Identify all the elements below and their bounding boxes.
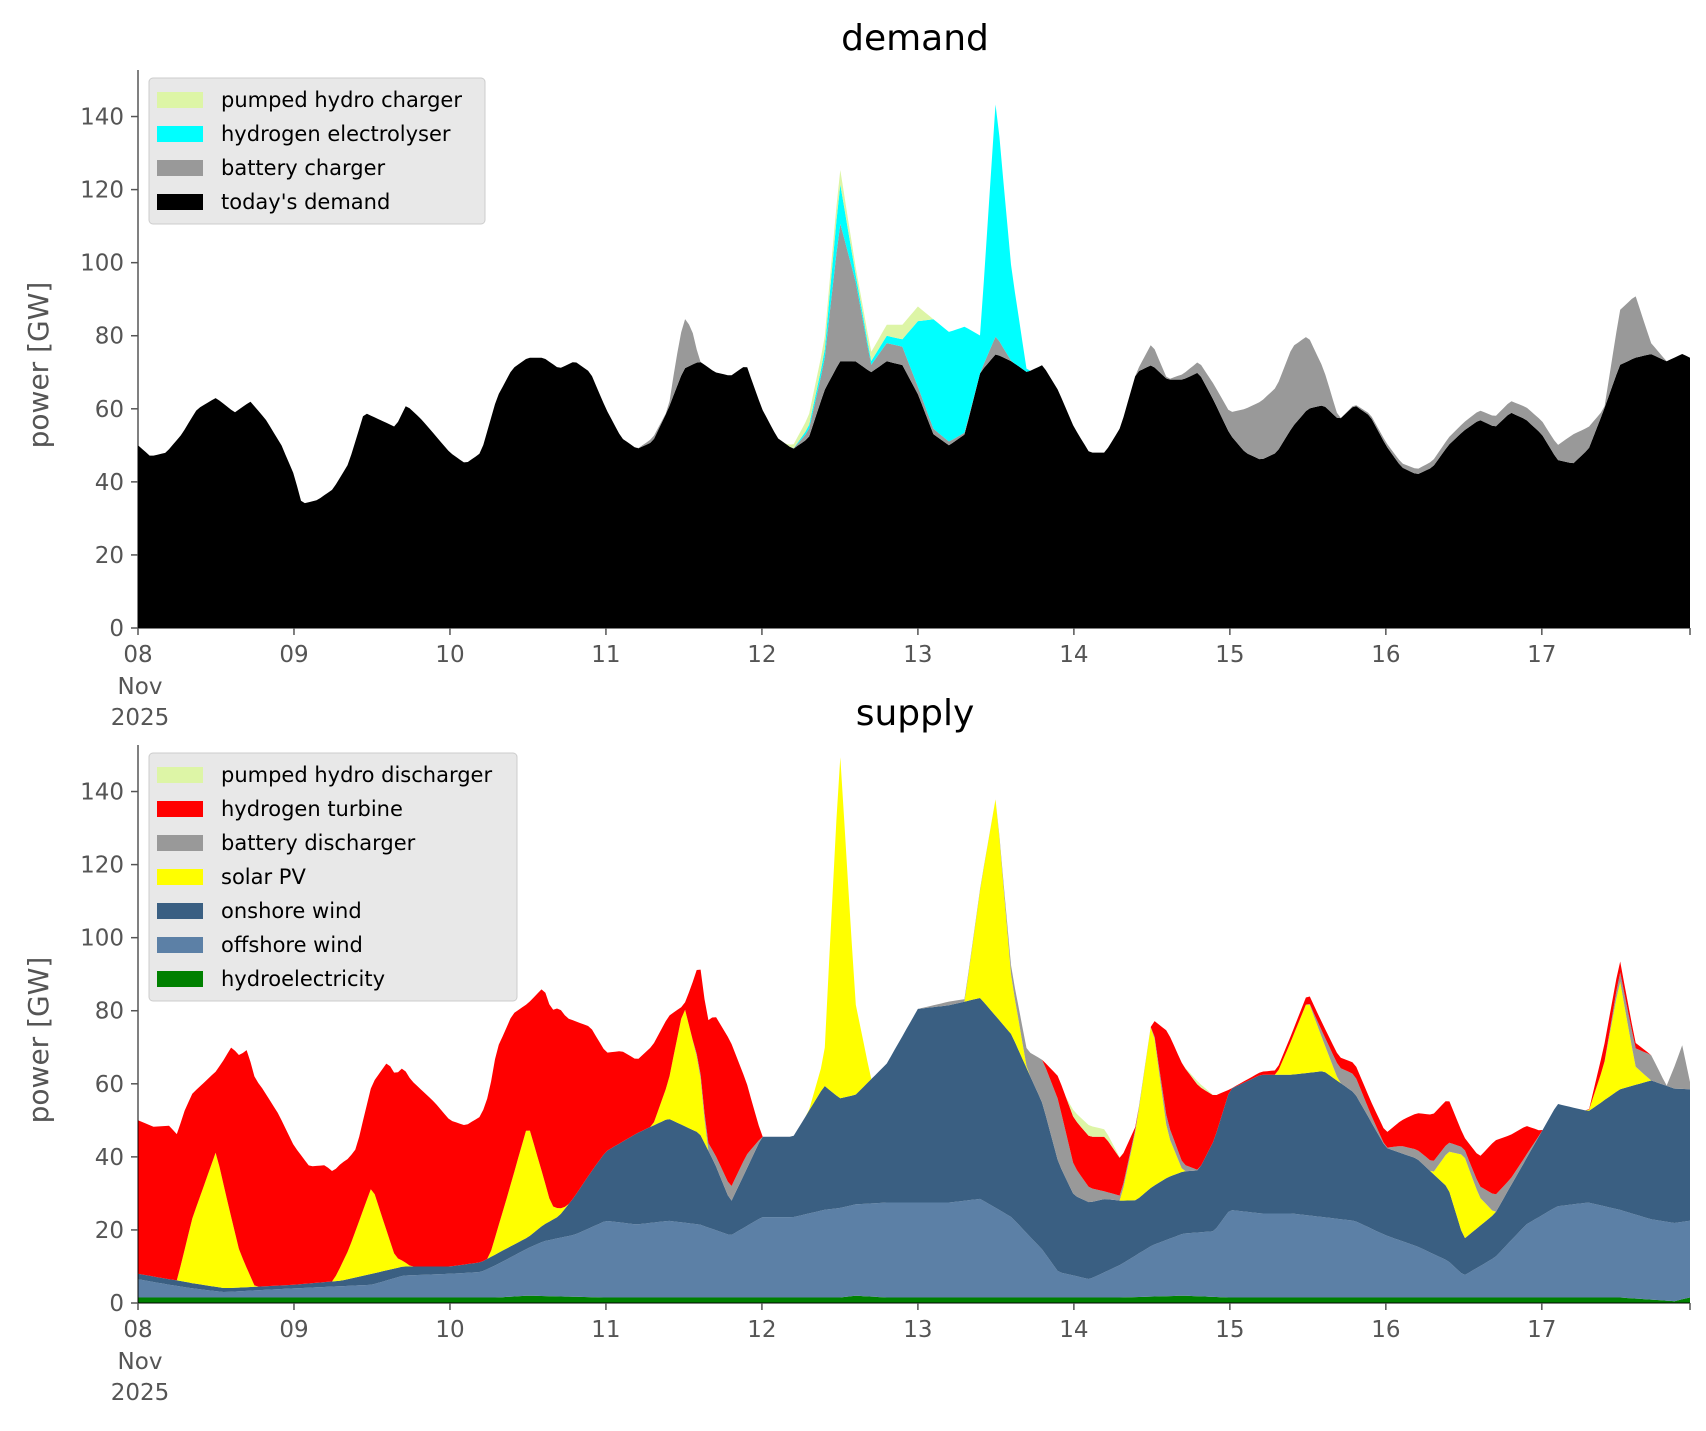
- legend-swatch-hydrogen-electrolyser: [157, 126, 203, 142]
- legend-label-battery-charger: battery charger: [221, 156, 386, 180]
- y-tick-label: 100: [80, 926, 124, 952]
- x-tick-label: 11: [591, 1317, 620, 1343]
- y-tick-label: 140: [80, 105, 124, 131]
- demand-chart-title: demand: [841, 18, 989, 59]
- y-tick-label: 80: [95, 324, 124, 350]
- area-hydrogen-turbine: [138, 757, 1690, 1287]
- x-tick-label: 14: [1059, 642, 1088, 668]
- legend-label-offshore-wind: offshore wind: [221, 933, 363, 957]
- x-tick-label: 08: [123, 1317, 152, 1343]
- area-offshore-wind: [138, 1198, 1690, 1302]
- x-tick-label: 17: [1527, 642, 1556, 668]
- y-tick-label: 20: [95, 1218, 124, 1244]
- y-tick-label: 120: [80, 853, 124, 879]
- x-tick-label: 09: [279, 642, 308, 668]
- demand-y-axis-label: power [GW]: [22, 282, 55, 449]
- demand-areas: [138, 104, 1690, 628]
- legend-label-onshore-wind: onshore wind: [221, 899, 362, 923]
- x-tick-label: 11: [591, 642, 620, 668]
- legend-label-solar-pv: solar PV: [221, 865, 306, 889]
- supply-chart-title: supply: [856, 693, 975, 734]
- legend-swatch-hydrogen-turbine: [157, 801, 203, 817]
- x-tick-label: 13: [903, 1317, 932, 1343]
- supply-legend: pumped hydro discharger hydrogen turbine b…: [148, 752, 518, 1002]
- legend-box: [148, 77, 486, 225]
- x-tick-label: 14: [1059, 1317, 1088, 1343]
- legend-label-battery-discharger: battery discharger: [221, 831, 416, 855]
- area-today-s-demand: [138, 354, 1690, 628]
- x-tick-label: 09: [279, 1317, 308, 1343]
- y-tick-label: 100: [80, 251, 124, 277]
- area-onshore-wind: [138, 998, 1690, 1292]
- x-tick-sublabel-year: 2025: [111, 705, 170, 731]
- legend-label-hydrogen-electrolyser: hydrogen electrolyser: [221, 122, 451, 146]
- legend-swatch-pumped-hydro-discharger: [157, 767, 203, 783]
- y-tick-label: 20: [95, 543, 124, 569]
- x-tick-label: 16: [1371, 1317, 1400, 1343]
- supply-chart: supply power [GW] 0 20 40 60 80 100 120 140 08 No…: [22, 693, 1691, 1406]
- legend-swatch-pumped-hydro-charger: [157, 92, 203, 108]
- y-tick-label: 60: [95, 397, 124, 423]
- demand-axes: 0 20 40 60 80 100 120 140 08 Nov 2025 09 10 11 12 13 14 1…: [80, 70, 1691, 731]
- x-tick-label: 12: [747, 642, 776, 668]
- legend-box: [148, 752, 518, 1002]
- y-tick-label: 60: [95, 1072, 124, 1098]
- y-tick-label: 0: [109, 616, 124, 642]
- supply-axes: 0 20 40 60 80 100 120 140 08 Nov 2025 09 10 11 12 13 14 1…: [80, 745, 1691, 1406]
- y-tick-label: 120: [80, 178, 124, 204]
- legend-label-pumped-hydro-discharger: pumped hydro discharger: [221, 763, 492, 787]
- legend-label-hydroelectricity: hydroelectricity: [221, 967, 385, 991]
- y-tick-label: 80: [95, 999, 124, 1025]
- x-tick-label: 12: [747, 1317, 776, 1343]
- demand-legend: pumped hydro charger hydrogen electrolyse…: [148, 77, 486, 225]
- supply-areas: [138, 757, 1690, 1303]
- legend-swatch-offshore-wind: [157, 937, 203, 953]
- y-tick-label: 40: [95, 470, 124, 496]
- y-tick-label: 140: [80, 780, 124, 806]
- x-tick-label: 16: [1371, 642, 1400, 668]
- demand-chart: demand power [GW] 0 20 40 60 80 100 120 140 08 No…: [22, 18, 1691, 731]
- y-tick-label: 40: [95, 1145, 124, 1171]
- x-tick-label: 10: [435, 642, 464, 668]
- area-solar-pv: [138, 757, 1690, 1288]
- y-tick-label: 0: [109, 1291, 124, 1317]
- area-hydroelectricity: [138, 1295, 1690, 1303]
- supply-y-axis-label: power [GW]: [22, 957, 55, 1124]
- x-tick-label: 15: [1215, 642, 1244, 668]
- legend-swatch-battery-discharger: [157, 835, 203, 851]
- x-tick-label: 08: [123, 642, 152, 668]
- legend-label-pumped-hydro-charger: pumped hydro charger: [221, 88, 462, 112]
- x-tick-label: 17: [1527, 1317, 1556, 1343]
- x-tick-label: 10: [435, 1317, 464, 1343]
- x-tick-label: 13: [903, 642, 932, 668]
- x-tick-label: 15: [1215, 1317, 1244, 1343]
- legend-swatch-solar-pv: [157, 869, 203, 885]
- legend-swatch-battery-charger: [157, 160, 203, 176]
- x-tick-sublabel-month: Nov: [118, 674, 163, 700]
- legend-swatch-hydroelectricity: [157, 971, 203, 987]
- legend-swatch-today-s-demand: [157, 194, 203, 210]
- legend-label-hydrogen-turbine: hydrogen turbine: [221, 797, 403, 821]
- x-tick-sublabel-year: 2025: [111, 1380, 170, 1406]
- legend-label-today-s-demand: today's demand: [221, 190, 390, 214]
- x-tick-sublabel-month: Nov: [118, 1349, 163, 1375]
- legend-swatch-onshore-wind: [157, 903, 203, 919]
